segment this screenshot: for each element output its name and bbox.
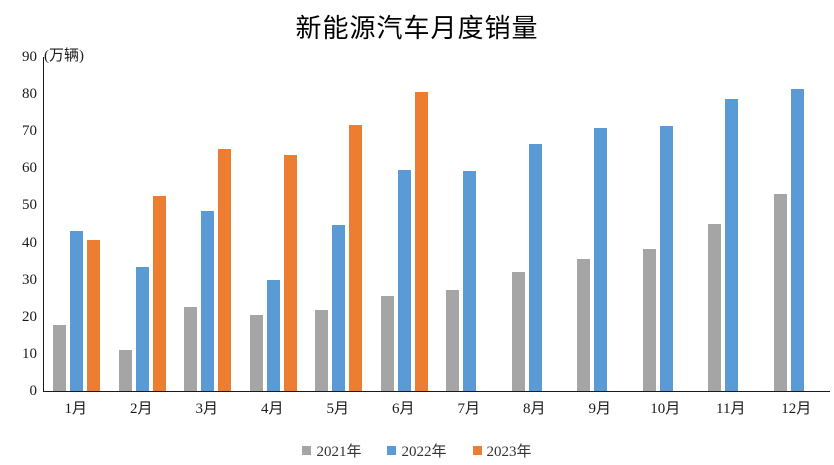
chart-title: 新能源汽车月度销量 bbox=[295, 14, 539, 43]
bar-2023年-3月 bbox=[218, 148, 232, 391]
bar-group-9月 bbox=[568, 57, 634, 391]
legend-swatch-icon bbox=[472, 446, 482, 455]
bar-2022年-5月 bbox=[332, 225, 346, 391]
bar-2021年-10月 bbox=[642, 248, 656, 391]
y-tick-label: 60 bbox=[22, 160, 37, 177]
x-axis-label-6月: 6月 bbox=[391, 401, 415, 417]
x-axis-label-8月: 8月 bbox=[522, 401, 546, 417]
bar-group-11月 bbox=[699, 57, 765, 391]
legend-item-2021年: 2021年 bbox=[302, 440, 361, 461]
bar-2022年-4月 bbox=[266, 280, 280, 391]
x-axis-label-4月: 4月 bbox=[260, 401, 284, 417]
x-axis-label-5月: 5月 bbox=[326, 401, 349, 417]
legend-label: 2022年 bbox=[401, 444, 447, 460]
x-axis-label-9月: 9月 bbox=[588, 401, 611, 417]
x-axis-label-1月: 1月 bbox=[64, 401, 87, 417]
bar-2023年-1月 bbox=[87, 239, 101, 391]
y-tick-label: 80 bbox=[22, 86, 37, 103]
legend-label: 2021年 bbox=[316, 444, 362, 460]
bar-2022年-1月 bbox=[70, 231, 84, 391]
bar-2021年-9月 bbox=[577, 258, 591, 391]
bar-group-5月 bbox=[306, 57, 372, 391]
x-axis-label-12月: 12月 bbox=[781, 401, 812, 417]
x-axis-labels: 1月 2月 3月 4月 5月 6月 7月 8月 9月 10月 11月 12月 bbox=[43, 397, 829, 418]
y-tick-label: 20 bbox=[22, 308, 37, 325]
bar-2023年-2月 bbox=[152, 196, 166, 391]
bar-2022年-12月 bbox=[790, 88, 804, 391]
bar-2021年-11月 bbox=[708, 224, 722, 391]
bar-group-3月 bbox=[175, 57, 241, 391]
bar-2022年-9月 bbox=[594, 128, 608, 391]
legend-swatch-icon bbox=[387, 446, 397, 455]
y-axis-unit-label: (万辆) bbox=[44, 48, 84, 64]
y-tick-label: 10 bbox=[22, 345, 37, 362]
bar-2021年-1月 bbox=[53, 324, 67, 391]
legend-item-2023年: 2023年 bbox=[472, 440, 532, 461]
legend-label: 2023年 bbox=[486, 444, 532, 460]
bar-group-4月 bbox=[241, 57, 307, 391]
y-tick-label: 90 bbox=[22, 49, 37, 65]
bar-2022年-3月 bbox=[201, 211, 215, 391]
y-tick-label: 70 bbox=[22, 123, 37, 140]
legend: 2021年 2022年 2023年 bbox=[0, 440, 834, 461]
bar-2023年-5月 bbox=[349, 124, 363, 391]
bar-group-1月 bbox=[44, 57, 110, 391]
bar-group-10月 bbox=[634, 57, 700, 391]
x-axis-label-10月: 10月 bbox=[650, 401, 681, 417]
bar-2022年-11月 bbox=[725, 99, 739, 391]
y-tick-label: 50 bbox=[22, 197, 37, 214]
x-axis-label-7月: 7月 bbox=[457, 401, 480, 417]
legend-swatch-icon bbox=[302, 446, 312, 455]
bar-2022年-8月 bbox=[528, 143, 542, 391]
bar-groups bbox=[44, 57, 830, 391]
bar-2021年-6月 bbox=[380, 296, 394, 391]
bar-2023年-6月 bbox=[414, 91, 428, 391]
x-axis-label-3月: 3月 bbox=[195, 401, 218, 417]
bar-2021年-12月 bbox=[773, 193, 787, 391]
bar-group-6月 bbox=[372, 57, 438, 391]
y-tick-label: 30 bbox=[22, 271, 37, 288]
bar-2021年-8月 bbox=[511, 271, 525, 391]
bar-2021年-2月 bbox=[118, 350, 132, 391]
bar-2022年-7月 bbox=[463, 170, 477, 391]
bar-2022年-6月 bbox=[397, 169, 411, 391]
bar-2021年-3月 bbox=[184, 307, 198, 391]
x-axis-label-2月: 2月 bbox=[129, 401, 153, 417]
y-tick-label: 40 bbox=[22, 234, 37, 251]
bar-2023年-4月 bbox=[283, 154, 297, 391]
bar-2021年-4月 bbox=[249, 314, 263, 391]
bar-group-2月 bbox=[110, 57, 176, 391]
legend-item-2022年: 2022年 bbox=[387, 440, 447, 461]
bar-2022年-2月 bbox=[135, 267, 149, 391]
bar-group-7月 bbox=[437, 57, 503, 391]
bar-group-12月 bbox=[765, 57, 831, 391]
x-axis-label-11月: 11月 bbox=[716, 401, 746, 417]
plot-area bbox=[43, 57, 830, 392]
bar-2021年-5月 bbox=[315, 310, 329, 391]
y-tick-label: 0 bbox=[29, 383, 38, 399]
bar-2022年-10月 bbox=[659, 126, 673, 391]
bar-group-8月 bbox=[503, 57, 569, 391]
bar-2021年-7月 bbox=[446, 290, 460, 391]
